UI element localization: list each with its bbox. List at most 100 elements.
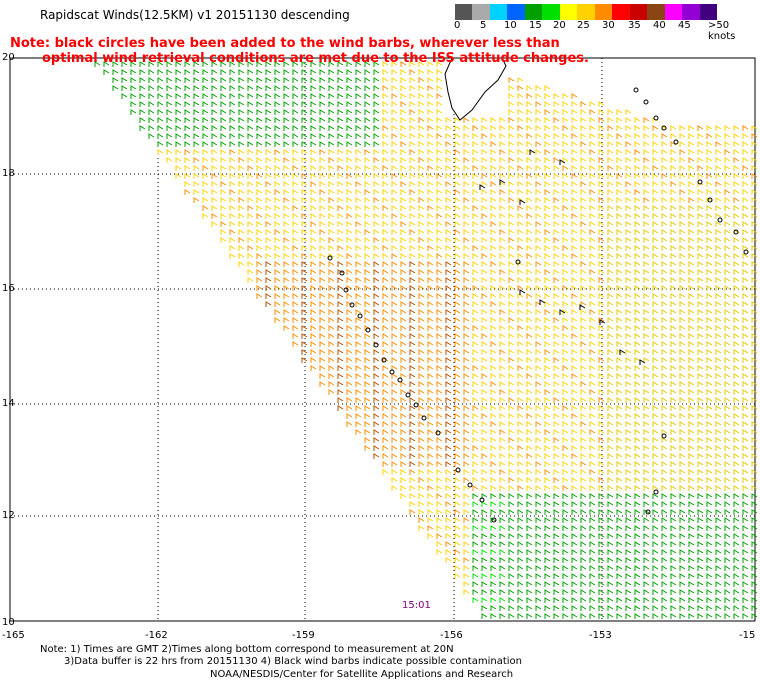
wind-barb bbox=[589, 325, 596, 331]
wind-barb bbox=[526, 293, 533, 299]
wind-barb bbox=[490, 525, 497, 531]
wind-barb bbox=[643, 333, 650, 339]
wind-barb bbox=[364, 77, 371, 83]
wind-barb bbox=[535, 461, 542, 467]
wind-barb bbox=[670, 237, 677, 243]
wind-barb bbox=[508, 365, 515, 371]
wind-barb bbox=[256, 117, 263, 123]
wind-barb bbox=[715, 381, 722, 387]
wind-barb bbox=[553, 509, 560, 515]
wind-barb bbox=[400, 245, 407, 251]
wind-barb bbox=[490, 253, 497, 259]
wind-barb bbox=[526, 397, 533, 403]
wind-barb bbox=[382, 469, 389, 475]
wind-barb bbox=[409, 285, 416, 291]
wind-barb bbox=[328, 373, 335, 379]
wind-barb bbox=[733, 453, 740, 459]
wind-barb bbox=[751, 557, 758, 563]
wind-barb bbox=[481, 325, 488, 331]
wind-barb bbox=[418, 141, 425, 147]
wind-barb bbox=[733, 133, 740, 139]
wind-barb bbox=[535, 269, 542, 275]
wind-barb bbox=[733, 509, 740, 515]
wind-barb bbox=[328, 301, 335, 307]
wind-barb bbox=[553, 285, 560, 291]
wind-barb bbox=[292, 277, 299, 283]
wind-barb bbox=[517, 493, 524, 499]
wind-barb bbox=[337, 349, 344, 355]
wind-barb bbox=[616, 325, 623, 331]
wind-barb bbox=[373, 149, 380, 155]
wind-barb bbox=[535, 525, 542, 531]
wind-barb bbox=[697, 205, 704, 211]
wind-barb bbox=[625, 477, 632, 483]
wind-barb bbox=[265, 93, 272, 99]
wind-barb bbox=[508, 517, 515, 523]
wind-barb bbox=[508, 285, 515, 291]
wind-barb bbox=[535, 93, 542, 99]
wind-barb bbox=[139, 125, 146, 131]
wind-barb bbox=[544, 109, 551, 115]
wind-barb bbox=[715, 197, 722, 203]
wind-barb bbox=[472, 565, 479, 571]
wind-barb bbox=[427, 157, 434, 163]
wind-barb bbox=[238, 109, 245, 115]
wind-barb bbox=[661, 133, 668, 139]
wind-barb bbox=[409, 389, 416, 395]
wind-barb bbox=[562, 277, 569, 283]
wind-barb bbox=[436, 549, 443, 555]
wind-barb bbox=[490, 325, 497, 331]
wind-barb bbox=[553, 253, 560, 259]
wind-barb bbox=[292, 85, 299, 91]
wind-barb bbox=[229, 77, 236, 83]
wind-barb bbox=[328, 165, 335, 171]
wind-barb bbox=[580, 533, 587, 539]
wind-barb bbox=[598, 581, 605, 587]
wind-barb bbox=[598, 309, 605, 315]
wind-barb bbox=[553, 517, 560, 523]
wind-barb bbox=[445, 269, 452, 275]
contamination-circle bbox=[653, 115, 659, 121]
wind-barb bbox=[679, 341, 686, 347]
wind-barb bbox=[202, 125, 209, 131]
wind-barb bbox=[220, 101, 227, 107]
wind-barb bbox=[445, 221, 452, 227]
wind-barb bbox=[751, 589, 758, 595]
wind-barb bbox=[391, 245, 398, 251]
wind-barb bbox=[634, 437, 641, 443]
wind-barb bbox=[454, 133, 461, 139]
wind-barb bbox=[706, 589, 713, 595]
wind-barb bbox=[679, 165, 686, 171]
lon-label-15: -15 bbox=[739, 630, 756, 641]
wind-barb bbox=[490, 245, 497, 251]
wind-barb bbox=[418, 493, 425, 499]
wind-barb bbox=[571, 213, 578, 219]
wind-barb bbox=[319, 85, 326, 91]
wind-barb bbox=[472, 397, 479, 403]
wind-barb bbox=[643, 277, 650, 283]
wind-barb bbox=[553, 341, 560, 347]
wind-barb bbox=[301, 341, 308, 347]
wind-barb bbox=[625, 173, 632, 179]
wind-barb bbox=[670, 269, 677, 275]
wind-barb bbox=[211, 85, 218, 91]
wind-barb bbox=[409, 461, 416, 467]
wind-barb bbox=[643, 261, 650, 267]
wind-barb bbox=[742, 429, 749, 435]
wind-barb bbox=[697, 189, 704, 195]
wind-barb bbox=[580, 437, 587, 443]
wind-barb bbox=[751, 365, 758, 371]
wind-barb bbox=[283, 261, 290, 267]
wind-barb bbox=[553, 349, 560, 355]
wind-barb bbox=[724, 149, 731, 155]
wind-barb bbox=[616, 309, 623, 315]
wind-barb bbox=[580, 565, 587, 571]
wind-barb bbox=[724, 277, 731, 283]
wind-barb bbox=[499, 173, 506, 179]
wind-barb bbox=[715, 173, 722, 179]
wind-barb bbox=[436, 405, 443, 411]
wind-barb bbox=[319, 165, 326, 171]
wind-barb bbox=[607, 597, 614, 603]
wind-barb bbox=[580, 261, 587, 267]
wind-barb bbox=[508, 597, 515, 603]
